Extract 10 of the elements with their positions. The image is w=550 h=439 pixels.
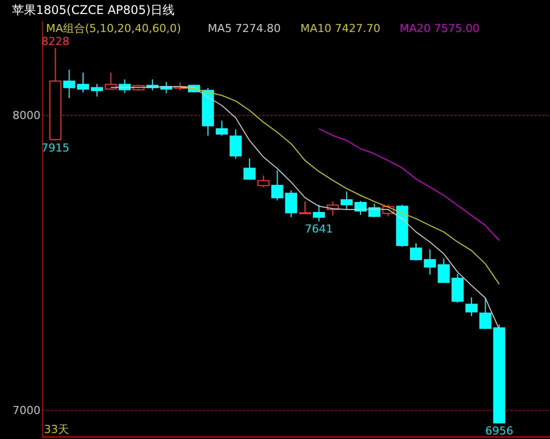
annotation: 7641	[304, 222, 333, 236]
y-tick-label: 8000	[12, 108, 40, 122]
text: MA20 7575.00	[400, 22, 480, 35]
y-tick-label: 7000	[12, 404, 40, 417]
text: MA5 7274.80	[208, 22, 281, 35]
annotation: 33天	[44, 423, 69, 436]
text: MA10 7427.70	[300, 22, 380, 35]
annotation: MA组合(5,10,20,40,60,0)	[46, 22, 182, 35]
chart-title: 苹果1805(CZCE AP805)日线	[12, 3, 175, 17]
annotation: 6956	[485, 424, 514, 438]
